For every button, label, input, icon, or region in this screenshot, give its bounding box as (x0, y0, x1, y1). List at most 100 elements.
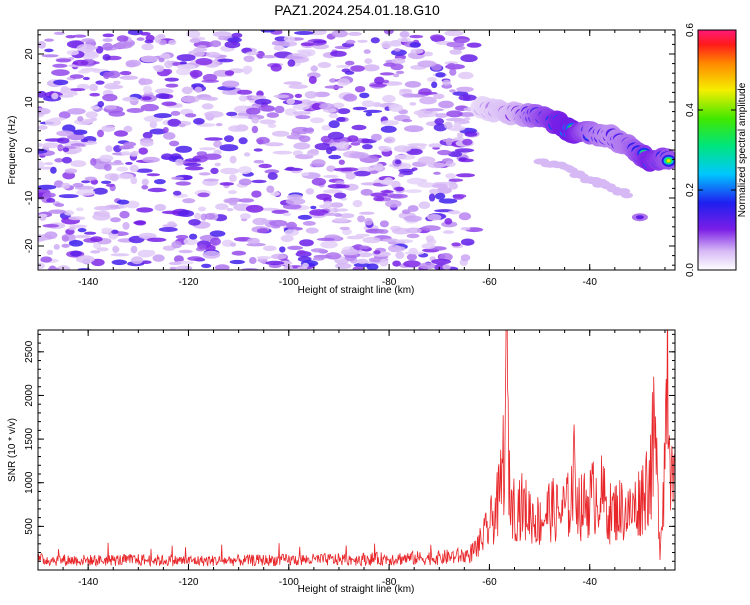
noise-blob (38, 213, 48, 218)
noise-blob (64, 168, 78, 174)
noise-blob (288, 84, 308, 89)
noise-blob (407, 205, 419, 212)
x-tick-label: -120 (178, 277, 198, 288)
noise-blob (143, 85, 152, 94)
noise-blob (153, 113, 172, 119)
noise-blob (85, 118, 94, 124)
noise-blob (456, 132, 464, 139)
noise-blob (263, 245, 277, 252)
y-tick-label: 2500 (24, 340, 35, 363)
noise-blob (354, 86, 366, 93)
noise-blob (326, 165, 336, 172)
noise-blob (352, 266, 365, 270)
noise-blob (38, 184, 57, 190)
noise-blob (42, 224, 60, 228)
noise-blob (178, 123, 186, 128)
noise-blob (136, 37, 145, 41)
noise-blob (105, 183, 115, 187)
noise-blob (460, 254, 471, 262)
noise-blob (298, 135, 311, 143)
noise-blob (181, 175, 193, 180)
noise-blob (333, 167, 352, 172)
noise-blob (324, 85, 344, 89)
colorbar-tick-label: 0.6 (685, 23, 696, 37)
noise-blob (246, 51, 259, 56)
noise-blob (158, 227, 178, 232)
noise-blob (395, 239, 414, 244)
noise-blob (68, 227, 76, 231)
noise-blob (44, 138, 65, 142)
noise-blob (96, 247, 109, 252)
noise-blob (38, 41, 46, 49)
noise-blob (142, 131, 153, 139)
noise-blob (456, 86, 474, 93)
noise-blob (392, 246, 406, 252)
noise-blob (306, 149, 319, 156)
noise-blob (292, 111, 311, 115)
noise-blob (389, 40, 403, 47)
noise-blob (335, 180, 345, 186)
noise-blob (352, 200, 363, 208)
noise-blob (253, 159, 265, 164)
noise-blob (294, 31, 314, 35)
noise-blob (46, 198, 56, 203)
noise-blob (239, 213, 251, 220)
noise-blob (419, 96, 437, 105)
noise-blob (445, 173, 457, 179)
colorbar-label: Normalized spectral amplitude (737, 82, 748, 217)
noise-blob (435, 72, 446, 78)
noise-blob (188, 219, 201, 226)
noise-blob (460, 54, 478, 63)
noise-blob (186, 30, 201, 38)
noise-blob (429, 188, 440, 195)
noise-blob (224, 41, 241, 49)
noise-blob (458, 158, 474, 163)
noise-blob (155, 88, 174, 94)
noise-blob (196, 151, 207, 157)
y-tick-label: 1500 (24, 428, 35, 451)
noise-blob (310, 65, 318, 72)
noise-blob (434, 192, 446, 200)
noise-blob (167, 221, 176, 227)
noise-blob (271, 40, 285, 46)
noise-blob (172, 176, 185, 180)
noise-blob (165, 68, 173, 75)
noise-blob (417, 60, 437, 68)
noise-blob (154, 204, 167, 211)
noise-blob (271, 253, 287, 260)
noise-blob (104, 82, 118, 90)
noise-blob (353, 262, 371, 268)
noise-blob (287, 245, 303, 250)
noise-blob (464, 131, 478, 137)
noise-blob (219, 182, 234, 186)
noise-blob (102, 54, 111, 61)
noise-blob (409, 42, 421, 48)
noise-blob (69, 74, 84, 79)
noise-blob (54, 203, 65, 207)
noise-blob (165, 83, 179, 88)
noise-blob (282, 204, 302, 210)
noise-blob (446, 160, 453, 164)
noise-blob (184, 162, 201, 167)
noise-blob (361, 100, 375, 108)
noise-blob (297, 250, 306, 254)
noise-blob (391, 57, 406, 65)
noise-blob (323, 189, 343, 194)
noise-blob (238, 166, 252, 175)
noise-blob (442, 79, 451, 86)
noise-blob (53, 79, 69, 86)
noise-blob (444, 218, 453, 225)
noise-blob (417, 110, 425, 119)
noise-blob (95, 80, 105, 85)
noise-blob (127, 30, 143, 36)
noise-blob (203, 178, 220, 182)
noise-blob (204, 244, 216, 252)
noise-blob (374, 76, 385, 85)
colorbar: 0.0 0.2 0.4 0.6 Normalized spectral amplitu… (685, 23, 748, 277)
noise-blob (256, 256, 272, 260)
noise-blob (97, 129, 104, 138)
noise-blob (357, 252, 373, 258)
noise-blob (324, 212, 337, 216)
noise-blob (238, 178, 252, 186)
noise-blob (102, 93, 118, 102)
